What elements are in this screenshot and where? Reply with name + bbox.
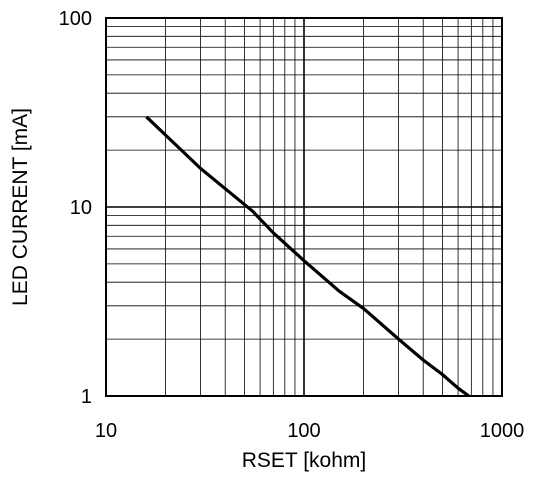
y-tick-label: 1 <box>81 386 92 408</box>
grid-major <box>106 18 502 396</box>
y-tick-label: 100 <box>59 8 92 30</box>
x-tick-label: 100 <box>287 420 320 442</box>
plot-frame <box>105 17 503 397</box>
series-layer <box>145 115 470 398</box>
y-axis-label: LED CURRENT [mA] <box>9 108 32 306</box>
x-tick-label: 1000 <box>480 420 525 442</box>
series-line-0 <box>145 115 470 398</box>
x-tick-label: 10 <box>95 420 117 442</box>
y-tick-label: 10 <box>70 197 92 219</box>
x-tick-labels: 10 100 1000 <box>95 420 524 442</box>
x-axis-label: RSET [kohm] <box>242 449 366 472</box>
y-tick-labels: 100 10 1 <box>59 8 92 408</box>
